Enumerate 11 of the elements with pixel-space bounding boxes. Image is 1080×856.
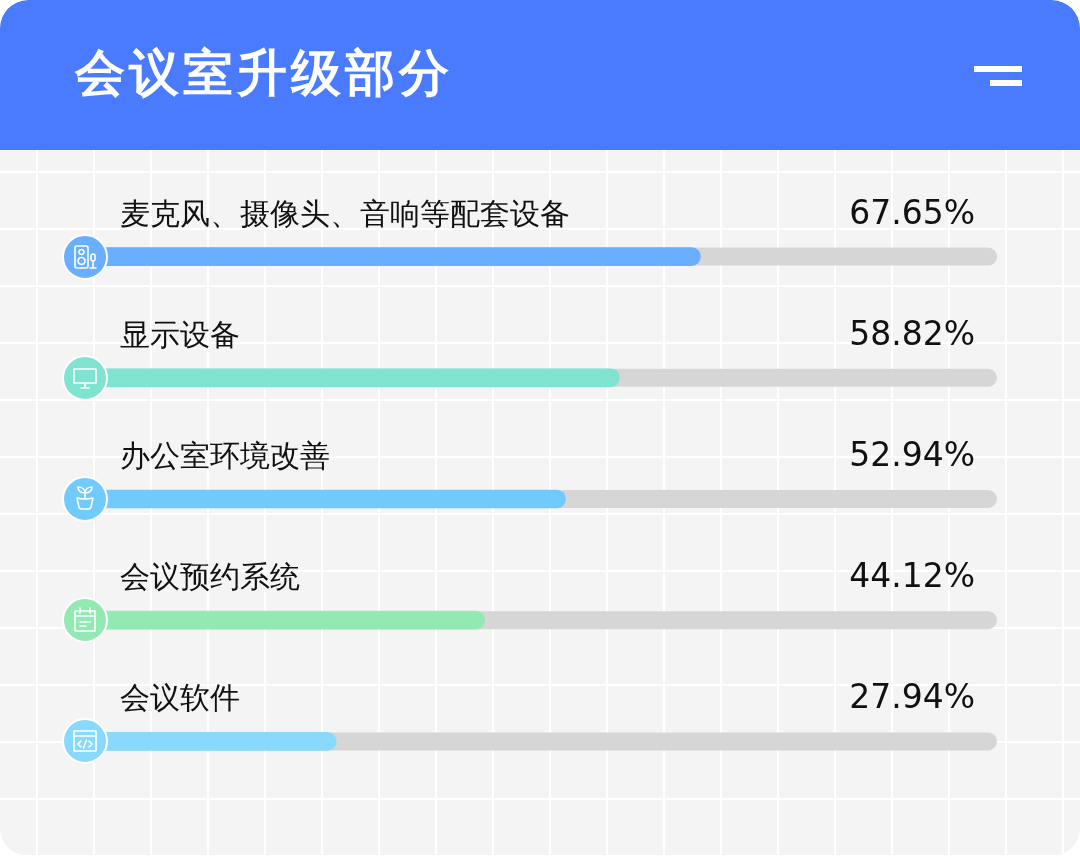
y-tick-label: 麦克风、摄像头、音响等配套设备 [120,195,570,231]
y-tick-label: 会议预约系统 [120,559,300,595]
data-label: 52.94% [849,435,975,474]
data-label: 27.94% [849,677,975,717]
y-tick-label: 会议软件 [120,680,240,716]
data-label: 67.65% [849,192,975,232]
data-label: 44.12% [849,556,975,596]
data-label: 58.82% [849,313,975,353]
chart-title: 会议室升级部分 [75,43,453,104]
y-tick-label: 显示设备 [120,316,240,352]
y-tick-label: 办公室环境改善 [120,438,330,473]
